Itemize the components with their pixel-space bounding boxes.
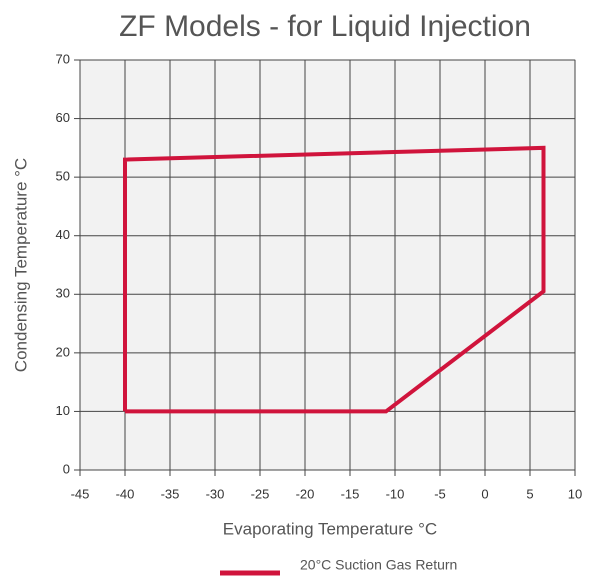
y-tick-label: 50 <box>56 169 70 184</box>
envelope-line <box>123 145 546 414</box>
x-tick-label: -5 <box>434 486 446 501</box>
chart-title: ZF Models - for Liquid Injection <box>119 10 531 43</box>
plot-area <box>79 59 576 471</box>
x-tick-label: -30 <box>206 486 225 501</box>
x-tick-label: -25 <box>251 486 270 501</box>
y-axis-label: Condensing Temperature °C <box>11 158 30 372</box>
y-tick-label: 30 <box>56 286 70 301</box>
x-tick-label: 5 <box>526 486 533 501</box>
x-tick-label: -10 <box>386 486 405 501</box>
legend-label: 20°C Suction Gas Return <box>300 557 457 573</box>
x-tick-label: -20 <box>296 486 315 501</box>
y-tick-label: 20 <box>56 344 70 359</box>
x-tick-label: 10 <box>568 486 582 501</box>
x-tick-label: -40 <box>116 486 135 501</box>
y-tick-label: 0 <box>63 461 70 476</box>
y-tick-label: 70 <box>56 51 70 66</box>
x-axis-label: Evaporating Temperature °C <box>223 519 437 538</box>
x-tick-label: 0 <box>481 486 488 501</box>
x-tick-label: -35 <box>161 486 180 501</box>
x-tick-label: -45 <box>71 486 90 501</box>
y-tick-label: 10 <box>56 403 70 418</box>
x-tick-label: -15 <box>341 486 360 501</box>
y-tick-label: 60 <box>56 110 70 125</box>
y-tick-label: 40 <box>56 227 70 242</box>
